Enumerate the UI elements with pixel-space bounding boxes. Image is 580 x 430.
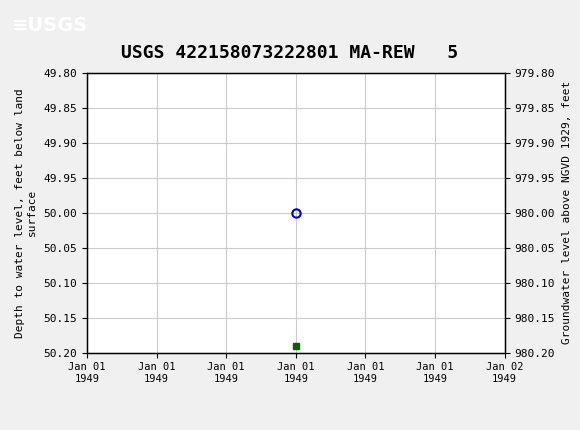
Y-axis label: Depth to water level, feet below land
surface: Depth to water level, feet below land su… (15, 88, 37, 338)
Y-axis label: Groundwater level above NGVD 1929, feet: Groundwater level above NGVD 1929, feet (562, 81, 572, 344)
Text: ≡USGS: ≡USGS (12, 16, 88, 35)
Text: USGS 422158073222801 MA-REW   5: USGS 422158073222801 MA-REW 5 (121, 44, 459, 62)
